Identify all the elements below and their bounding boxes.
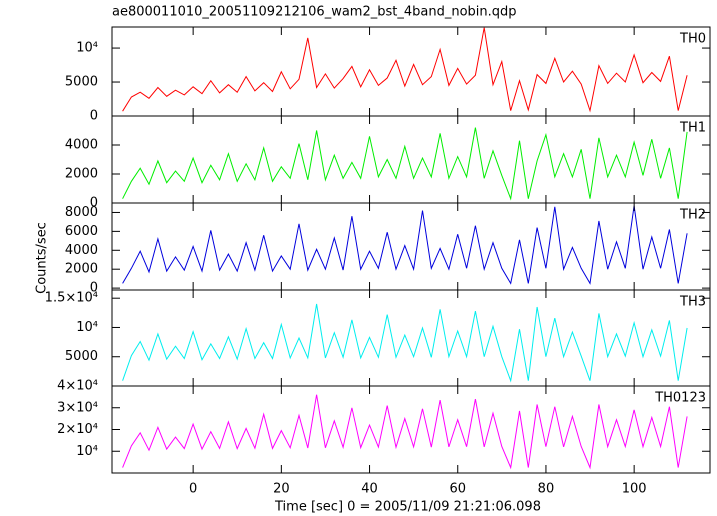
- y-tick-label: 6000: [65, 224, 98, 239]
- panel-frame: [111, 115, 711, 204]
- data-line: [122, 303, 688, 383]
- data-line: [122, 127, 688, 201]
- y-tick-label: 2000: [65, 167, 98, 182]
- y-tick-label: 8000: [65, 205, 98, 220]
- x-tick-label: 0: [189, 482, 197, 497]
- x-tick-label: 100: [622, 482, 647, 497]
- panel-frame: [111, 202, 711, 291]
- x-axis-label: Time [sec] 0 = 2005/11/09 21:21:06.098: [274, 500, 541, 515]
- y-tick-label: 0: [90, 196, 98, 211]
- panel-label: TH0: [679, 32, 706, 47]
- data-line: [122, 27, 688, 113]
- y-tick-label: 0: [90, 281, 98, 296]
- y-tick-label: 2×10⁴: [57, 422, 98, 437]
- y-tick-label: 10⁴: [76, 320, 98, 335]
- x-tick-label: 80: [538, 482, 555, 497]
- y-tick-label: 1.5×10⁴: [45, 291, 98, 306]
- panel-label: TH1: [679, 121, 706, 136]
- panel-label: TH2: [679, 208, 706, 223]
- y-tick-label: 10⁴: [76, 444, 98, 459]
- y-tick-label: 5000: [65, 349, 98, 364]
- panel-frame: [111, 385, 711, 474]
- y-tick-label: 4×10⁴: [57, 379, 98, 394]
- x-tick-label: 60: [449, 482, 466, 497]
- chart-title: ae800011010_20051109212106_wam2_bst_4ban…: [112, 5, 517, 20]
- y-tick-label: 3×10⁴: [57, 400, 98, 415]
- y-tick-label: 4000: [65, 138, 98, 153]
- data-line: [122, 394, 688, 470]
- y-tick-label: 5000: [65, 75, 98, 90]
- panel-label: TH0123: [654, 391, 706, 406]
- x-tick-label: 20: [273, 482, 290, 497]
- y-tick-label: 4000: [65, 243, 98, 258]
- panel-frame: [111, 289, 711, 387]
- x-tick-label: 40: [361, 482, 378, 497]
- panel-label: TH3: [679, 295, 706, 310]
- data-line: [122, 205, 688, 285]
- y-tick-label: 2000: [65, 262, 98, 277]
- y-tick-label: 10⁴: [76, 41, 98, 56]
- y-tick-label: 0: [90, 109, 98, 124]
- y-axis-label: Counts/sec: [35, 222, 50, 294]
